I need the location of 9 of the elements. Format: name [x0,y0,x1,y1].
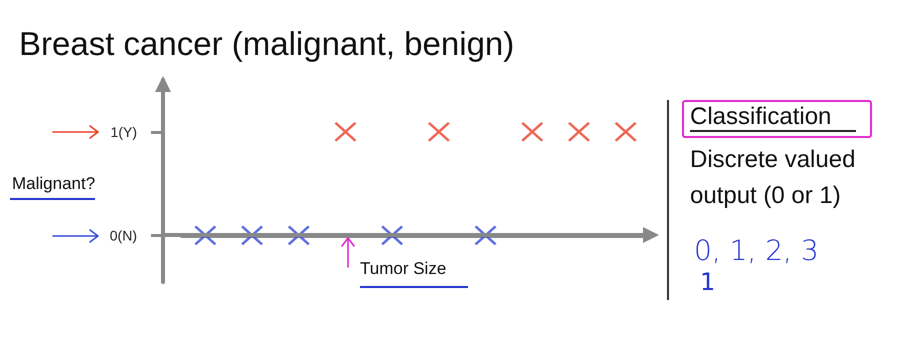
text: Discrete valued output (0 or 1) [690,146,856,210]
x-axis-title: Tumor Size [360,259,446,279]
y-tick-label: 0(N) [110,227,137,244]
text: 1 [700,268,716,296]
y-tick-label: 1(Y) [110,124,137,140]
text: Classification [690,103,832,131]
y-axis-title: Malignant? [12,174,96,194]
text: 0, 1, 2, 3 [694,234,819,267]
chart-title: Breast cancer (malignant, benign) [19,25,514,62]
